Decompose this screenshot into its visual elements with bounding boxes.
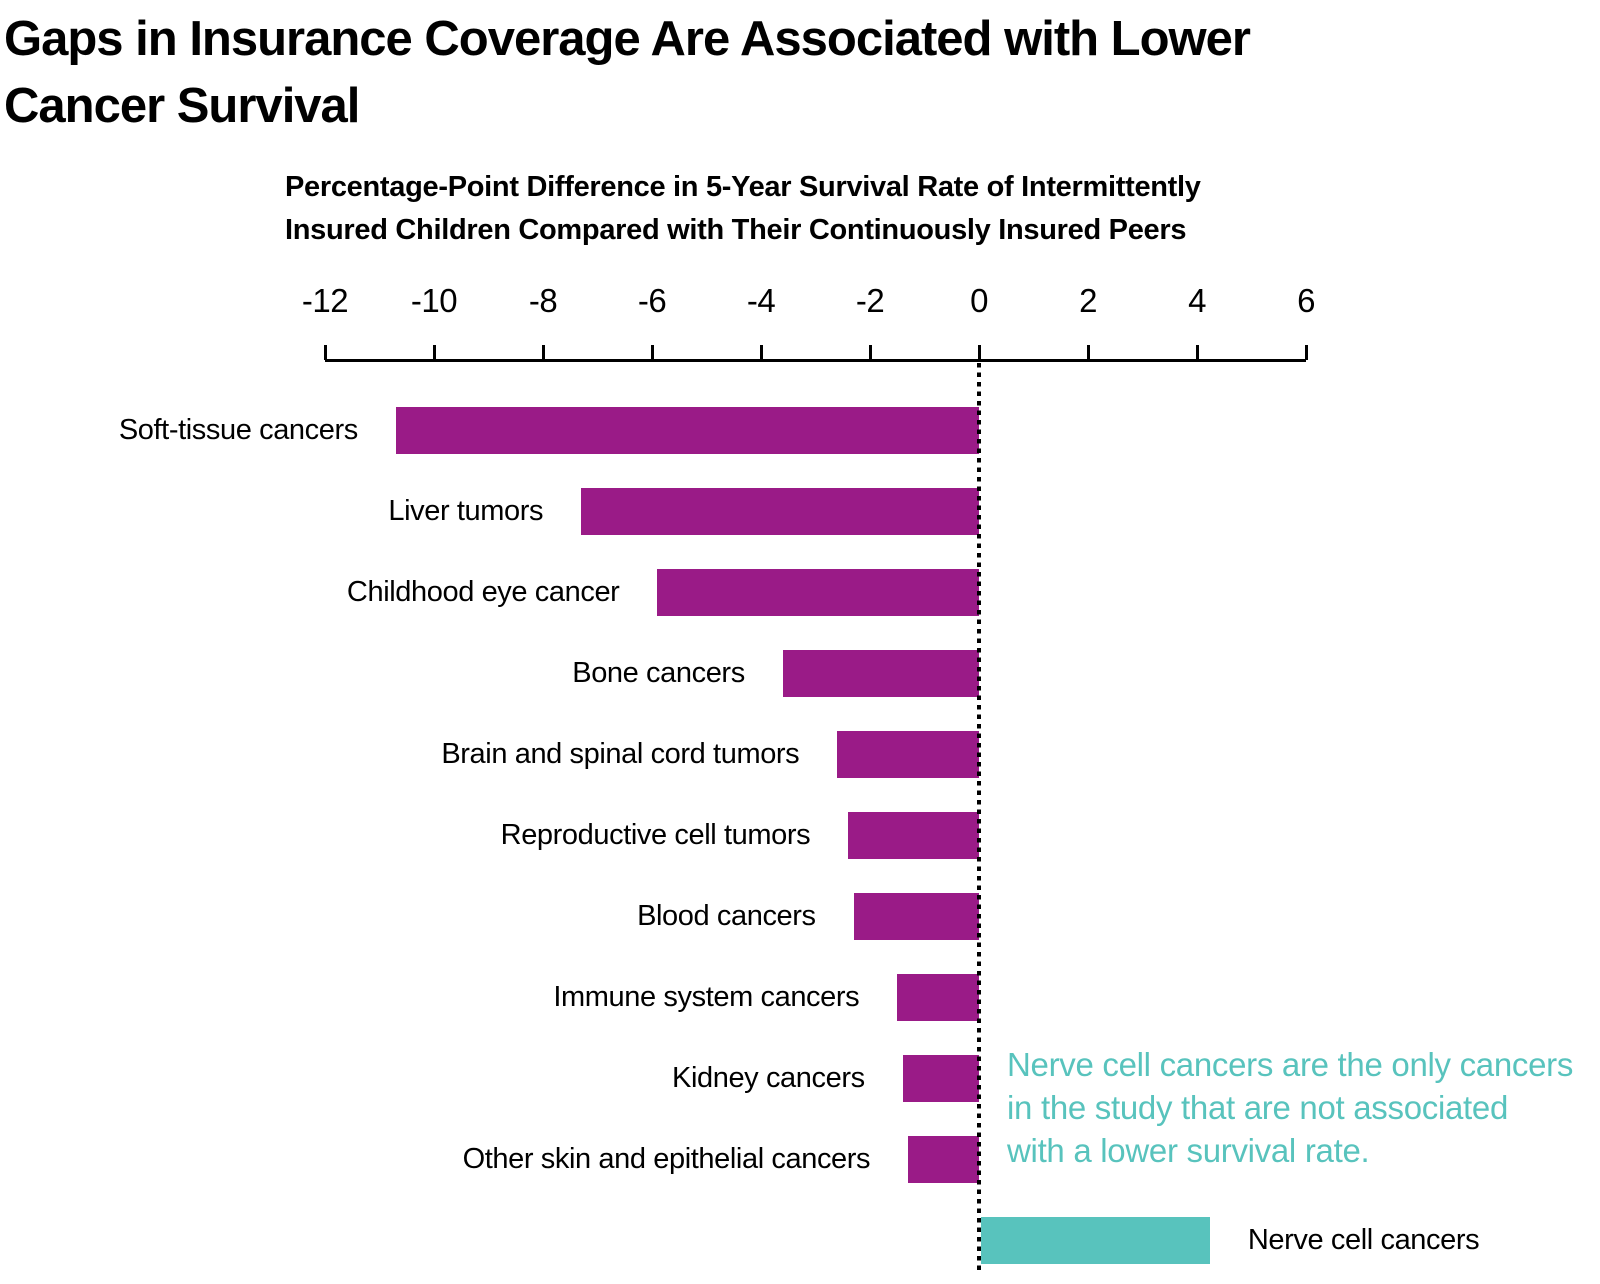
x-axis-line [325,359,1306,362]
x-axis-tick-label--2: -2 [855,282,885,319]
bar-label-immune-system-cancers: Immune system cancers [553,981,860,1013]
bar-label-brain-and-spinal-cord-tumors: Brain and spinal cord tumors [441,738,800,770]
x-axis-tick-label--10: -10 [410,282,458,319]
bar-label-blood-cancers: Blood cancers [637,900,816,932]
bar-label-nerve-cell-cancers: Nerve cell cancers [1247,1224,1480,1256]
x-axis-title-line-2: Insured Children Compared with Their Con… [285,214,1187,246]
chart-title-line-2: Cancer Survival [4,79,360,133]
x-axis-tick-label-2: 2 [1079,282,1097,319]
bar-immune-system-cancers [897,974,979,1021]
bar-bone-cancers [782,650,979,697]
bar-label-bone-cancers: Bone cancers [572,657,745,689]
x-axis-title: Percentage-Point Difference in 5-Year Su… [285,166,1201,252]
bar-childhood-eye-cancer [657,569,979,616]
bar-label-kidney-cancers: Kidney cancers [672,1062,865,1094]
bar-label-childhood-eye-cancer: Childhood eye cancer [346,576,620,608]
bar-label-reproductive-cell-tumors: Reproductive cell tumors [500,819,811,851]
annotation-line-1: Nerve cell cancers are the only cancers [1007,1046,1574,1083]
x-axis-tick-label--4: -4 [746,282,776,319]
x-axis-tick-label--8: -8 [528,282,558,319]
x-axis-tick-label-4: 4 [1188,282,1206,319]
x-axis-tick-label--6: -6 [637,282,667,319]
bar-label-other-skin-and-epithelial-cancers: Other skin and epithelial cancers [462,1143,871,1175]
x-axis-tick-mark-4 [1195,345,1199,360]
x-axis-title-line-1: Percentage-Point Difference in 5-Year Su… [285,171,1201,203]
bar-kidney-cancers [902,1055,979,1102]
x-axis-tick-mark--10 [432,345,436,360]
bar-reproductive-cell-tumors [848,812,979,859]
x-axis-tick-mark-2 [1086,345,1090,360]
bar-liver-tumors [581,488,979,535]
x-axis-tick-mark--6 [650,345,654,360]
annotation-line-2: in the study that are not associated [1007,1089,1509,1126]
x-axis-tick-mark--4 [759,345,763,360]
zero-baseline-dotted-line [977,363,981,1272]
x-axis-tick-label--12: -12 [301,282,349,319]
chart-title-line-1: Gaps in Insurance Coverage Are Associate… [4,12,1251,66]
bar-label-soft-tissue-cancers: Soft-tissue cancers [118,414,358,446]
bar-brain-and-spinal-cord-tumors [837,731,979,778]
chart-title: Gaps in Insurance Coverage Are Associate… [4,6,1251,140]
x-axis-tick-mark--8 [541,345,545,360]
x-axis-tick-label-6: 6 [1297,282,1315,319]
annotation-line-3: with a lower survival rate. [1007,1132,1370,1169]
x-axis-tick-mark-0 [977,345,981,360]
x-axis-tick-mark--12 [323,345,327,360]
x-axis-tick-mark--2 [868,345,872,360]
bar-blood-cancers [853,893,979,940]
bar-nerve-cell-cancers [981,1217,1210,1264]
x-axis-tick-label-0: 0 [970,282,988,319]
bar-soft-tissue-cancers [395,407,979,454]
bar-label-liver-tumors: Liver tumors [388,495,544,527]
bar-other-skin-and-epithelial-cancers [908,1136,979,1183]
x-axis-tick-mark-6 [1304,345,1308,360]
annotation-nerve-cell-cancers: Nerve cell cancers are the only cancers … [1007,1043,1573,1172]
